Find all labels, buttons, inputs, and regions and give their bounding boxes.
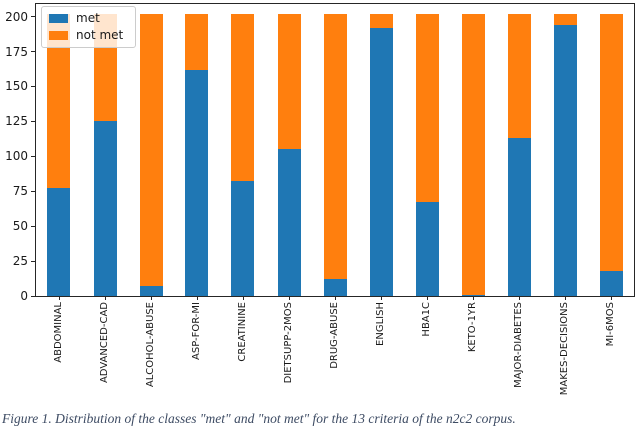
bar-segment-asp-for-mi-met: [185, 69, 209, 296]
y-tick-200: [31, 16, 35, 18]
x-label-hba1c: HBA1C: [421, 302, 432, 337]
x-label-mi-6mos: MI-6MOS: [605, 302, 616, 347]
bar-segment-alcohol-abuse-not-met: [139, 13, 163, 287]
y-label-150: 150: [5, 79, 28, 94]
bar-segment-hba1c-met: [415, 202, 439, 296]
x-tick-abdominal: [58, 296, 60, 300]
y-tick-175: [31, 51, 35, 52]
x-label-keto-1yr: KETO-1YR: [467, 302, 478, 353]
x-label-dietsupp-2mos: DIETSUPP-2MOS: [283, 302, 294, 384]
bar-segment-dietsupp-2mos-met: [277, 149, 301, 296]
x-tick-dietsupp-2mos: [288, 296, 290, 300]
x-tick-keto-1yr: [472, 296, 474, 300]
x-label-creatinine: CREATININE: [237, 302, 248, 362]
bar-segment-creatinine-met: [231, 181, 255, 296]
x-label-major-diabetes: MAJOR-DIABETES: [513, 302, 524, 388]
bar-segment-major-diabetes-not-met: [507, 13, 531, 139]
legend: met not met: [41, 6, 137, 49]
x-tick-advanced-cad: [104, 296, 106, 300]
plot-area: met not met: [35, 3, 635, 297]
x-tick-asp-for-mi: [196, 296, 198, 300]
y-label-0: 0: [20, 289, 28, 303]
y-tick-50: [31, 225, 35, 227]
bar-segment-makes-decisions-not-met: [553, 13, 577, 25]
y-label-50: 50: [12, 219, 28, 234]
bars-layer: [36, 4, 634, 296]
y-tick-150: [31, 85, 35, 87]
y-label-25: 25: [12, 254, 28, 269]
x-label-makes-decisions: MAKES-DECISIONS: [559, 302, 570, 396]
legend-item-met: met: [49, 11, 123, 25]
bar-segment-keto-1yr-met: [461, 294, 485, 296]
x-label-asp-for-mi: ASP-FOR-MI: [191, 302, 202, 360]
x-tick-english: [380, 296, 382, 300]
y-label-175: 175: [5, 44, 28, 59]
legend-swatch-met: [49, 14, 68, 24]
y-label-75: 75: [12, 184, 28, 199]
legend-swatch-not-met: [49, 31, 68, 41]
y-tick-25: [31, 260, 35, 262]
x-tick-major-diabetes: [518, 296, 520, 300]
x-label-english: ENGLISH: [375, 302, 386, 346]
bar-segment-advanced-cad-met: [93, 121, 117, 296]
bar-segment-major-diabetes-met: [507, 138, 531, 296]
x-label-alcohol-abuse: ALCOHOL-ABUSE: [145, 302, 156, 388]
bar-segment-asp-for-mi-not-met: [185, 13, 209, 70]
bar-segment-drug-abuse-met: [323, 279, 347, 296]
x-tick-mi-6mos: [610, 296, 612, 300]
x-tick-creatinine: [242, 296, 244, 300]
bar-segment-abdominal-not-met: [47, 13, 71, 189]
y-label-100: 100: [5, 149, 28, 164]
y-tick-125: [31, 120, 35, 122]
legend-item-not-met: not met: [49, 28, 124, 43]
bar-segment-mi-6mos-met: [599, 270, 623, 296]
y-label-125: 125: [5, 114, 28, 129]
bar-segment-mi-6mos-not-met: [599, 13, 623, 271]
bar-segment-dietsupp-2mos-not-met: [277, 13, 301, 150]
x-label-drug-abuse: DRUG-ABUSE: [329, 302, 340, 369]
y-tick-75: [31, 190, 35, 192]
x-label-abdominal: ABDOMINAL: [53, 302, 64, 363]
y-label-200: 200: [5, 9, 28, 24]
y-tick-0: [31, 295, 35, 297]
legend-label-met: met: [76, 11, 100, 25]
x-tick-drug-abuse: [334, 296, 336, 300]
x-tick-makes-decisions: [564, 296, 566, 300]
x-tick-alcohol-abuse: [150, 296, 152, 300]
figure-caption: Figure 1. Distribution of the classes "m…: [2, 411, 516, 426]
bar-segment-english-not-met: [369, 13, 393, 28]
bar-segment-drug-abuse-not-met: [323, 13, 347, 280]
bar-segment-creatinine-not-met: [231, 13, 255, 182]
bar-segment-abdominal-met: [47, 188, 71, 296]
y-tick-100: [31, 155, 35, 157]
bar-segment-makes-decisions-met: [553, 24, 577, 296]
legend-label-not-met: not met: [76, 28, 124, 43]
bar-segment-keto-1yr-not-met: [461, 13, 485, 295]
bar-segment-hba1c-not-met: [415, 13, 439, 203]
x-label-advanced-cad: ADVANCED-CAD: [99, 302, 110, 384]
x-tick-hba1c: [426, 296, 428, 300]
bar-segment-english-met: [369, 27, 393, 296]
bar-segment-alcohol-abuse-met: [139, 286, 163, 296]
